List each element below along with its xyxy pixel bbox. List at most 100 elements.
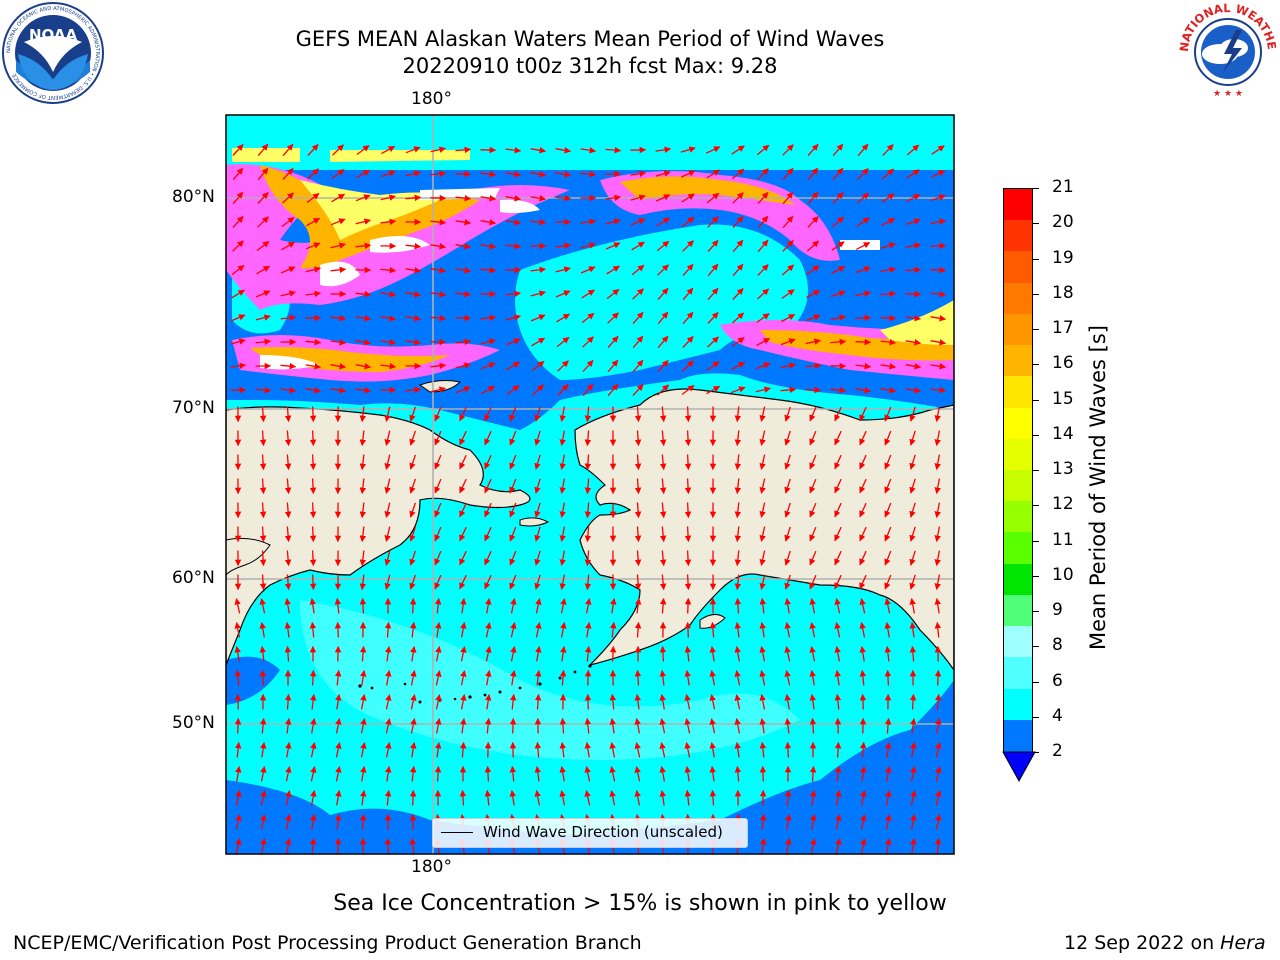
wind-wave-arrow	[631, 264, 645, 276]
wind-wave-arrow	[307, 168, 319, 180]
wind-wave-arrow	[885, 790, 892, 806]
wind-wave-arrow	[759, 693, 766, 710]
wind-wave-arrow	[455, 243, 472, 250]
wind-wave-arrow	[859, 478, 867, 494]
wind-wave-arrow	[707, 312, 719, 324]
colorbar-segment	[1004, 438, 1032, 472]
wind-wave-arrow	[460, 621, 467, 638]
wind-wave-arrow	[909, 526, 916, 542]
wind-wave-arrow	[330, 242, 346, 249]
wind-wave-arrow	[234, 645, 241, 662]
wind-wave-arrow	[405, 267, 422, 274]
nws-logo: NATIONAL WEATHER SERVICE ★ ★ ★	[1176, 0, 1280, 100]
wind-wave-arrow	[530, 218, 547, 226]
wind-wave-arrow	[257, 167, 269, 181]
wind-wave-arrow	[682, 360, 694, 372]
wind-wave-arrow	[384, 454, 391, 470]
wind-wave-arrow	[480, 338, 496, 345]
wind-wave-arrow	[480, 314, 497, 322]
footer-right: 12 Sep 2022 on Hera	[1064, 932, 1266, 954]
wind-wave-arrow	[706, 169, 720, 179]
wind-wave-arrow	[756, 288, 770, 300]
wind-wave-arrow	[409, 813, 417, 830]
wind-wave-arrow	[305, 266, 321, 273]
wind-wave-arrow	[334, 669, 342, 686]
colorbar-tick-mark	[1033, 505, 1039, 507]
lat-label-70: 70°N	[172, 398, 215, 418]
wind-wave-arrow	[909, 645, 917, 662]
wind-wave-arrow	[284, 478, 292, 495]
wind-wave-arrow	[607, 312, 619, 324]
wind-wave-arrow	[534, 406, 541, 422]
wind-wave-arrow	[860, 838, 867, 854]
wind-wave-arrow	[356, 144, 370, 156]
wind-wave-arrow	[709, 789, 717, 806]
wind-wave-arrow	[435, 717, 442, 734]
wind-wave-arrow	[805, 338, 821, 345]
wind-wave-arrow	[835, 789, 842, 806]
wind-wave-arrow	[260, 765, 267, 782]
wind-wave-arrow	[809, 765, 817, 782]
sea-ice-yellow-top	[330, 150, 470, 162]
wind-wave-arrow	[934, 526, 941, 543]
ice-hole-1	[320, 261, 360, 287]
wind-wave-arrow	[934, 574, 941, 591]
wind-wave-arrow	[682, 240, 694, 252]
wind-wave-arrow	[809, 646, 816, 662]
wind-wave-arrow	[384, 430, 391, 446]
wind-wave-arrow	[380, 315, 397, 322]
wind-wave-arrow	[609, 621, 617, 638]
wind-wave-arrow	[259, 526, 267, 543]
wind-wave-arrow	[784, 526, 791, 542]
wind-wave-arrow	[734, 741, 741, 758]
wind-wave-arrow	[859, 502, 867, 518]
wind-wave-arrow	[232, 167, 244, 181]
colorbar-title: Mean Period of Wind Waves [s]	[1086, 325, 1110, 650]
wind-wave-arrow	[705, 146, 721, 154]
wind-wave-arrow	[807, 216, 819, 228]
wind-wave-arrow	[505, 146, 522, 154]
wind-wave-arrow	[284, 550, 292, 567]
colorbar-segment	[1004, 688, 1032, 721]
wind-wave-arrow	[734, 621, 742, 638]
wind-wave-arrow	[305, 242, 321, 250]
wind-wave-arrow	[285, 766, 292, 782]
wind-wave-arrow	[259, 645, 267, 662]
wind-wave-arrows	[230, 143, 947, 854]
wind-wave-arrow	[384, 789, 392, 806]
wind-wave-arrow	[309, 526, 317, 543]
wind-wave-arrow	[709, 741, 716, 758]
wind-wave-arrow	[384, 478, 391, 494]
wind-wave-arrow	[607, 335, 619, 349]
wind-wave-arrow	[232, 240, 244, 252]
wind-wave-arrow	[409, 478, 417, 494]
wind-wave-arrow	[532, 384, 544, 396]
wind-wave-arrow	[706, 361, 720, 371]
wind-wave-arrow	[834, 526, 842, 542]
wind-wave-arrow	[260, 837, 267, 854]
wind-wave-arrow	[484, 574, 492, 590]
wind-wave-arrow	[409, 406, 417, 422]
wind-wave-arrow	[460, 646, 467, 662]
wind-wave-arrow	[909, 597, 916, 614]
wind-wave-arrow	[259, 406, 267, 423]
wind-wave-arrow	[410, 694, 417, 710]
wind-wave-arrow	[405, 194, 422, 202]
wind-wave-arrow	[555, 194, 572, 202]
wind-wave-arrow	[634, 669, 642, 686]
wind-wave-arrow	[584, 406, 592, 423]
wind-wave-arrow	[834, 622, 841, 638]
wind-wave-arrow	[459, 597, 467, 614]
wind-wave-arrow	[759, 550, 766, 566]
wind-wave-arrow	[359, 502, 367, 519]
wind-wave-arrow	[355, 339, 372, 346]
wind-wave-arrow	[559, 526, 566, 543]
wind-wave-arrow	[930, 339, 947, 346]
wind-wave-arrow	[855, 314, 872, 322]
wind-wave-arrow	[555, 147, 572, 154]
wind-wave-arrow	[556, 336, 570, 348]
wind-wave-arrow	[530, 195, 547, 202]
wind-wave-arrow	[732, 288, 744, 300]
wind-wave-arrow	[430, 267, 447, 274]
wind-wave-arrow	[280, 290, 296, 297]
